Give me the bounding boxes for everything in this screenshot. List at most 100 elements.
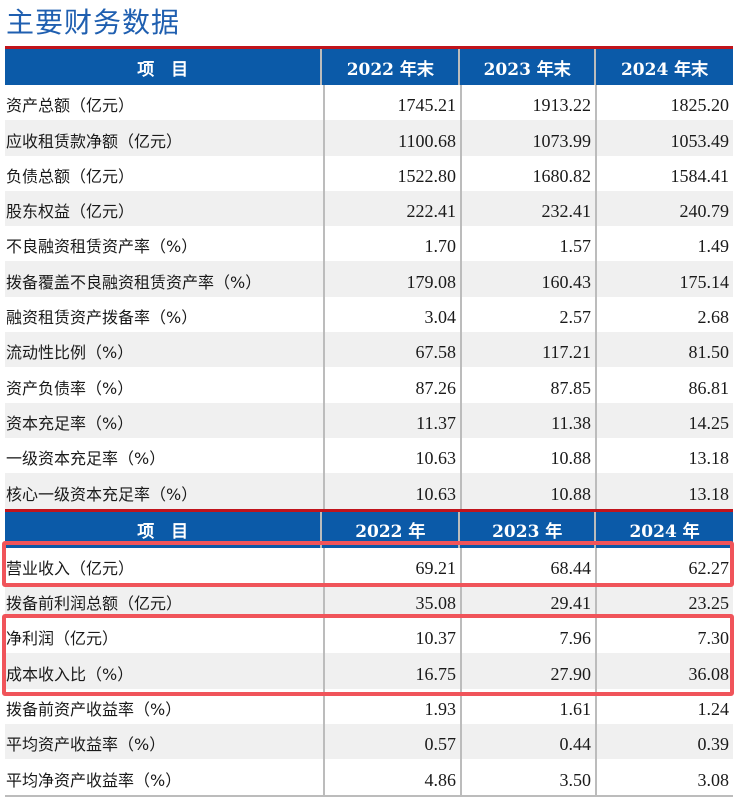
header-2024: 2024 年末 xyxy=(594,49,733,85)
value-2022: 222.41 xyxy=(323,190,460,227)
value-2023: 10.88 xyxy=(460,437,595,474)
value-2023: 10.88 xyxy=(460,473,595,509)
table-row: 资本充足率（%） 11.37 11.38 14.25 xyxy=(5,402,733,438)
value-2022: 3.04 xyxy=(323,296,460,333)
row-label: 不良融资租赁资产率（%） xyxy=(6,237,198,257)
value-2024: 175.14 xyxy=(595,261,733,297)
value-2022: 1100.68 xyxy=(323,120,460,156)
value-2023: 1.57 xyxy=(460,226,595,262)
value-2023: 7.96 xyxy=(460,618,595,654)
value-2022: 10.63 xyxy=(323,473,460,509)
value-2023: 1.61 xyxy=(460,688,595,725)
row-label: 拨备覆盖不良融资租赁资产率（%） xyxy=(6,272,262,292)
value-2022: 35.08 xyxy=(323,582,460,619)
header-2024: 2024 年 xyxy=(594,511,733,548)
row-label: 股东权益（亿元） xyxy=(6,202,135,222)
value-2024: 14.25 xyxy=(595,402,733,438)
table-row: 成本收入比（%） 16.75 27.90 36.08 xyxy=(5,653,733,689)
value-2023: 27.90 xyxy=(460,653,595,689)
value-2022: 1.93 xyxy=(323,688,460,725)
value-2024: 240.79 xyxy=(595,190,733,227)
value-2022: 1745.21 xyxy=(323,85,460,121)
table-row: 股东权益（亿元） 222.41 232.41 240.79 xyxy=(5,190,733,227)
row-label: 拨备前资产收益率（%） xyxy=(6,700,182,720)
header-item: 项 目 xyxy=(137,59,189,80)
value-2022: 1.70 xyxy=(323,226,460,262)
table-row: 一级资本充足率（%） 10.63 10.88 13.18 xyxy=(5,437,733,474)
value-2022: 87.26 xyxy=(323,367,460,403)
value-2022: 0.57 xyxy=(323,724,460,760)
value-2023: 1680.82 xyxy=(460,155,595,191)
value-2024: 13.18 xyxy=(595,437,733,474)
value-2022: 179.08 xyxy=(323,261,460,297)
page-title: 主要财务数据 xyxy=(6,6,181,39)
value-2023: 232.41 xyxy=(460,190,595,227)
table-row: 净利润（亿元） 10.37 7.96 7.30 xyxy=(5,618,733,654)
table-row: 拨备前资产收益率（%） 1.93 1.61 1.24 xyxy=(5,688,733,725)
header-row-income: 项 目 2022 年 2023 年 2024 年 xyxy=(5,511,733,548)
value-2024: 1825.20 xyxy=(595,85,733,121)
value-2022: 16.75 xyxy=(323,653,460,689)
value-2023: 117.21 xyxy=(460,332,595,368)
value-2023: 11.38 xyxy=(460,402,595,438)
value-2024: 7.30 xyxy=(595,618,733,654)
value-2023: 3.50 xyxy=(460,759,595,795)
red-rule xyxy=(5,46,733,49)
row-label: 应收租赁款净额（亿元） xyxy=(6,131,183,151)
header-item: 项 目 xyxy=(137,522,189,543)
value-2023: 0.44 xyxy=(460,724,595,760)
row-label: 负债总额（亿元） xyxy=(6,166,135,186)
value-2024: 23.25 xyxy=(595,582,733,619)
table-row: 资产总额（亿元） 1745.21 1913.22 1825.20 xyxy=(5,85,733,121)
financial-table: 项 目 2022 年末 2023 年末 2024 年末 资产总额（亿元） 1745… xyxy=(5,46,733,797)
value-2024: 1584.41 xyxy=(595,155,733,191)
row-label: 融资租赁资产拨备率（%） xyxy=(6,308,198,328)
value-2024: 1053.49 xyxy=(595,120,733,156)
value-2022: 69.21 xyxy=(323,547,460,583)
header-2022: 2022 年 xyxy=(320,511,458,548)
row-label: 平均资产收益率（%） xyxy=(6,735,166,755)
value-2023: 68.44 xyxy=(460,547,595,583)
row-label: 净利润（亿元） xyxy=(6,629,119,649)
value-2023: 87.85 xyxy=(460,367,595,403)
value-2022: 67.58 xyxy=(323,332,460,368)
value-2024: 36.08 xyxy=(595,653,733,689)
table-row: 不良融资租赁资产率（%） 1.70 1.57 1.49 xyxy=(5,226,733,262)
table-row: 应收租赁款净额（亿元） 1100.68 1073.99 1053.49 xyxy=(5,120,733,156)
value-2024: 62.27 xyxy=(595,547,733,583)
value-2023: 160.43 xyxy=(460,261,595,297)
row-label: 一级资本充足率（%） xyxy=(6,449,166,469)
value-2022: 10.63 xyxy=(323,437,460,474)
value-2024: 1.49 xyxy=(595,226,733,262)
table-row: 资产负债率（%） 87.26 87.85 86.81 xyxy=(5,367,733,403)
value-2024: 13.18 xyxy=(595,473,733,509)
value-2022: 11.37 xyxy=(323,402,460,438)
row-label: 拨备前利润总额（亿元） xyxy=(6,594,183,614)
row-label: 流动性比例（%） xyxy=(6,343,134,363)
value-2022: 4.86 xyxy=(323,759,460,795)
value-2024: 0.39 xyxy=(595,724,733,760)
row-label: 平均净资产收益率（%） xyxy=(6,770,182,790)
value-2023: 1073.99 xyxy=(460,120,595,156)
header-2023: 2023 年 xyxy=(458,511,594,548)
table-row: 拨备覆盖不良融资租赁资产率（%） 179.08 160.43 175.14 xyxy=(5,261,733,297)
table-row: 拨备前利润总额（亿元） 35.08 29.41 23.25 xyxy=(5,582,733,619)
value-2024: 3.08 xyxy=(595,759,733,795)
row-label: 资产负债率（%） xyxy=(6,378,134,398)
row-label: 资本充足率（%） xyxy=(6,413,134,433)
red-rule xyxy=(5,508,733,512)
header-2023: 2023 年末 xyxy=(458,49,594,85)
value-2023: 1913.22 xyxy=(460,85,595,121)
row-label: 资产总额（亿元） xyxy=(6,96,135,116)
row-label: 成本收入比（%） xyxy=(6,664,134,684)
header-row-balance: 项 目 2022 年末 2023 年末 2024 年末 xyxy=(5,49,733,85)
row-label: 核心一级资本充足率（%） xyxy=(6,484,198,504)
header-2022: 2022 年末 xyxy=(320,49,458,85)
table-row: 融资租赁资产拨备率（%） 3.04 2.57 2.68 xyxy=(5,296,733,333)
table-row: 流动性比例（%） 67.58 117.21 81.50 xyxy=(5,332,733,368)
value-2024: 2.68 xyxy=(595,296,733,333)
table-row: 负债总额（亿元） 1522.80 1680.82 1584.41 xyxy=(5,155,733,191)
table-row: 平均资产收益率（%） 0.57 0.44 0.39 xyxy=(5,724,733,760)
value-2024: 86.81 xyxy=(595,367,733,403)
value-2023: 29.41 xyxy=(460,582,595,619)
